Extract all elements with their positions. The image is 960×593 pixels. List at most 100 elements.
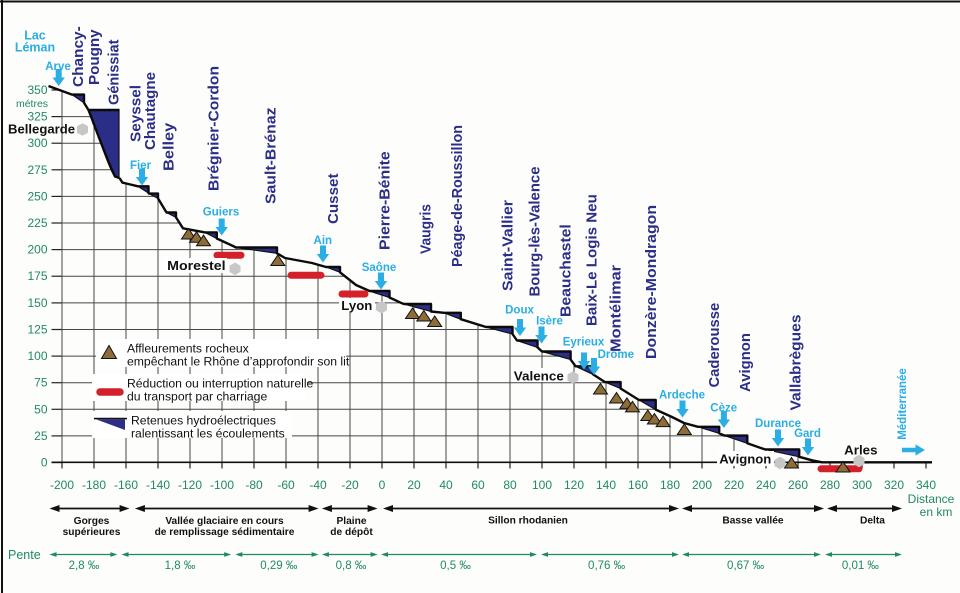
svg-text:Ain: Ain <box>314 235 333 247</box>
svg-text:Guiers: Guiers <box>203 207 239 219</box>
svg-text:Gorges: Gorges <box>74 516 110 527</box>
svg-text:280: 280 <box>820 478 840 492</box>
svg-text:Avignon: Avignon <box>719 452 771 467</box>
svg-text:Bourg-lès-Valence: Bourg-lès-Valence <box>527 167 544 297</box>
svg-text:Valence: Valence <box>514 369 564 384</box>
svg-text:Brégnier-Cordon: Brégnier-Cordon <box>205 66 222 191</box>
svg-text:Chautagne: Chautagne <box>142 72 159 150</box>
svg-text:0,8 ‰: 0,8 ‰ <box>336 560 367 572</box>
svg-text:340: 340 <box>916 478 936 492</box>
svg-text:260: 260 <box>788 478 808 492</box>
svg-text:du transport par charriage: du transport par charriage <box>127 390 267 404</box>
svg-text:Bellegarde: Bellegarde <box>8 122 75 137</box>
svg-text:Beauchastel: Beauchastel <box>558 224 575 317</box>
svg-text:de dépôt: de dépôt <box>330 527 373 538</box>
svg-text:Basse vallée: Basse vallée <box>722 516 784 527</box>
svg-text:en km: en km <box>920 505 953 519</box>
svg-text:300: 300 <box>852 478 872 492</box>
svg-text:125: 125 <box>27 323 47 337</box>
svg-text:2,8 ‰: 2,8 ‰ <box>69 560 100 572</box>
svg-text:0,29 ‰: 0,29 ‰ <box>260 560 298 572</box>
svg-text:100: 100 <box>532 478 552 492</box>
svg-text:-20: -20 <box>341 478 359 492</box>
svg-text:supérieures: supérieures <box>63 527 121 538</box>
svg-text:225: 225 <box>27 216 47 230</box>
svg-text:1,8 ‰: 1,8 ‰ <box>165 560 196 572</box>
svg-text:0: 0 <box>41 456 48 470</box>
svg-text:-160: -160 <box>114 478 138 492</box>
svg-text:180: 180 <box>660 478 680 492</box>
svg-text:empêchant le Rhône d’approfond: empêchant le Rhône d’approfondir son lit <box>127 355 350 369</box>
svg-text:Chancy-: Chancy- <box>70 26 87 87</box>
svg-text:Ardeche: Ardeche <box>659 390 705 402</box>
svg-text:Caderousse: Caderousse <box>706 303 723 388</box>
svg-text:-180: -180 <box>82 478 106 492</box>
svg-text:Saône: Saône <box>362 262 397 274</box>
svg-text:Sault-Brénaz: Sault-Brénaz <box>262 108 279 205</box>
svg-text:Sillon rhodanien: Sillon rhodanien <box>488 516 568 527</box>
svg-text:Avignon: Avignon <box>737 333 754 392</box>
svg-text:120: 120 <box>564 478 584 492</box>
svg-text:Delta: Delta <box>860 516 885 527</box>
svg-text:Pierre-Bénite: Pierre-Bénite <box>377 151 394 250</box>
svg-text:Eyrieux: Eyrieux <box>563 337 605 349</box>
svg-text:-40: -40 <box>309 478 327 492</box>
svg-text:175: 175 <box>27 269 47 283</box>
svg-text:200: 200 <box>692 478 712 492</box>
svg-text:Vallée glaciaire en cours: Vallée glaciaire en cours <box>165 516 284 527</box>
svg-text:25: 25 <box>34 429 48 443</box>
svg-text:Génissiat: Génissiat <box>105 39 122 105</box>
svg-text:0,5 ‰: 0,5 ‰ <box>440 560 471 572</box>
svg-text:50: 50 <box>34 402 48 416</box>
svg-text:200: 200 <box>27 243 47 257</box>
svg-text:0,01 ‰: 0,01 ‰ <box>842 560 880 572</box>
svg-text:Durance: Durance <box>755 418 801 430</box>
svg-text:-120: -120 <box>178 478 202 492</box>
svg-text:150: 150 <box>27 296 47 310</box>
svg-text:Arles: Arles <box>844 443 877 458</box>
svg-text:0,76 ‰: 0,76 ‰ <box>588 560 626 572</box>
svg-text:240: 240 <box>756 478 776 492</box>
svg-text:-100: -100 <box>210 478 234 492</box>
svg-text:de remplissage sédimentaire: de remplissage sédimentaire <box>155 527 295 538</box>
svg-text:ralentissant les écoulements: ralentissant les écoulements <box>131 427 285 441</box>
svg-text:Drôme: Drôme <box>598 349 634 361</box>
svg-text:320: 320 <box>884 478 904 492</box>
svg-text:100: 100 <box>27 349 47 363</box>
svg-text:Pougny: Pougny <box>86 29 103 85</box>
svg-text:40: 40 <box>439 478 453 492</box>
svg-text:60: 60 <box>471 478 485 492</box>
svg-text:220: 220 <box>724 478 744 492</box>
svg-text:Donzère-Mondragon: Donzère-Mondragon <box>643 205 660 359</box>
svg-text:140: 140 <box>596 478 616 492</box>
svg-text:Baix-Le Logis Neu: Baix-Le Logis Neu <box>584 194 601 326</box>
svg-text:Péage-de-Roussillon: Péage-de-Roussillon <box>449 125 466 267</box>
svg-text:80: 80 <box>503 478 517 492</box>
svg-text:20: 20 <box>407 478 421 492</box>
svg-text:Arve: Arve <box>45 61 71 73</box>
svg-text:Vaugris: Vaugris <box>417 204 434 254</box>
svg-text:Montélimar: Montélimar <box>608 265 625 352</box>
svg-text:-60: -60 <box>277 478 295 492</box>
svg-text:Vallabrègues: Vallabrègues <box>788 315 805 411</box>
svg-text:Lyon: Lyon <box>341 298 372 313</box>
svg-text:300: 300 <box>27 136 47 150</box>
svg-text:Méditerranée: Méditerranée <box>897 368 909 440</box>
svg-text:325: 325 <box>27 110 47 124</box>
svg-text:-140: -140 <box>146 478 170 492</box>
svg-text:Isère: Isère <box>536 316 563 328</box>
svg-text:Réduction ou interruption natu: Réduction ou interruption naturelle <box>127 377 314 391</box>
svg-text:275: 275 <box>27 163 47 177</box>
svg-text:Distance: Distance <box>908 492 955 506</box>
svg-text:0: 0 <box>379 478 386 492</box>
svg-text:Retenues hydroélectriques: Retenues hydroélectriques <box>131 414 276 428</box>
svg-text:Cèze: Cèze <box>710 403 737 415</box>
svg-text:Belley: Belley <box>161 122 178 171</box>
svg-text:160: 160 <box>628 478 648 492</box>
svg-text:350: 350 <box>27 83 47 97</box>
svg-text:250: 250 <box>27 189 47 203</box>
svg-text:Lac: Lac <box>24 29 46 43</box>
svg-text:Fier: Fier <box>130 160 152 172</box>
svg-text:Doux: Doux <box>505 305 534 317</box>
svg-text:Plaine: Plaine <box>336 516 366 527</box>
